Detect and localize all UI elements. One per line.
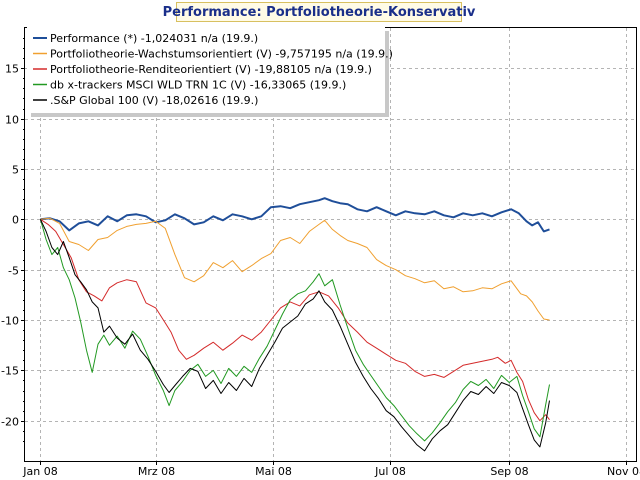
- legend-label-5: .S&P Global 100 (V) -18,02616 (19.9.): [50, 94, 258, 107]
- legend-label-4: db x-trackers MSCI WLD TRN 1C (V) -16,33…: [50, 79, 346, 92]
- legend-box: [27, 27, 385, 113]
- chart-title-box: Performance: Portfoliotheorie-Konservati…: [163, 2, 475, 22]
- y-tick-label: 10: [5, 114, 19, 127]
- x-tick-label: Nov 08: [607, 465, 640, 478]
- x-tick-label: Sep 08: [490, 465, 528, 478]
- x-tick-label: Mrz 08: [138, 465, 175, 478]
- series-line-4: [39, 219, 550, 442]
- legend-label-2: Portfoliotheorie-Wachstumsorientiert (V)…: [50, 48, 393, 61]
- series-line-5: [39, 219, 550, 452]
- series-line-2: [40, 217, 550, 321]
- x-tick-label: Jul 08: [374, 465, 406, 478]
- legend: Performance (*) -1,024031 n/a (19.9.) Por…: [27, 27, 393, 117]
- legend-items: Performance (*) -1,024031 n/a (19.9.) Por…: [33, 32, 393, 107]
- chart-title: Performance: Portfoliotheorie-Konservati…: [162, 4, 476, 20]
- x-tick-label: Jan 08: [22, 465, 57, 478]
- legend-label-3: Portfoliotheorie-Renditeorientiert (V) -…: [50, 63, 372, 76]
- y-tick-label: -5: [8, 265, 19, 278]
- y-tick-label: 5: [12, 164, 19, 177]
- series-line-3: [40, 218, 550, 422]
- y-axis: 15 10 5 0 -5 -10 -15 -20: [1, 38, 25, 442]
- y-tick-label: -10: [1, 315, 19, 328]
- series-lines: [39, 197, 550, 452]
- x-axis: Jan 08 Mrz 08 Mai 08 Jul 08 Sep 08 Nov 08: [22, 461, 640, 478]
- legend-label-1: Performance (*) -1,024031 n/a (19.9.): [50, 32, 258, 45]
- x-tick-label: Mai 08: [255, 465, 292, 478]
- y-tick-label: 0: [12, 214, 19, 227]
- y-tick-label: -20: [1, 416, 19, 429]
- y-tick-label: 15: [5, 63, 19, 76]
- series-line-1: [40, 197, 550, 233]
- y-tick-label: -15: [1, 365, 19, 378]
